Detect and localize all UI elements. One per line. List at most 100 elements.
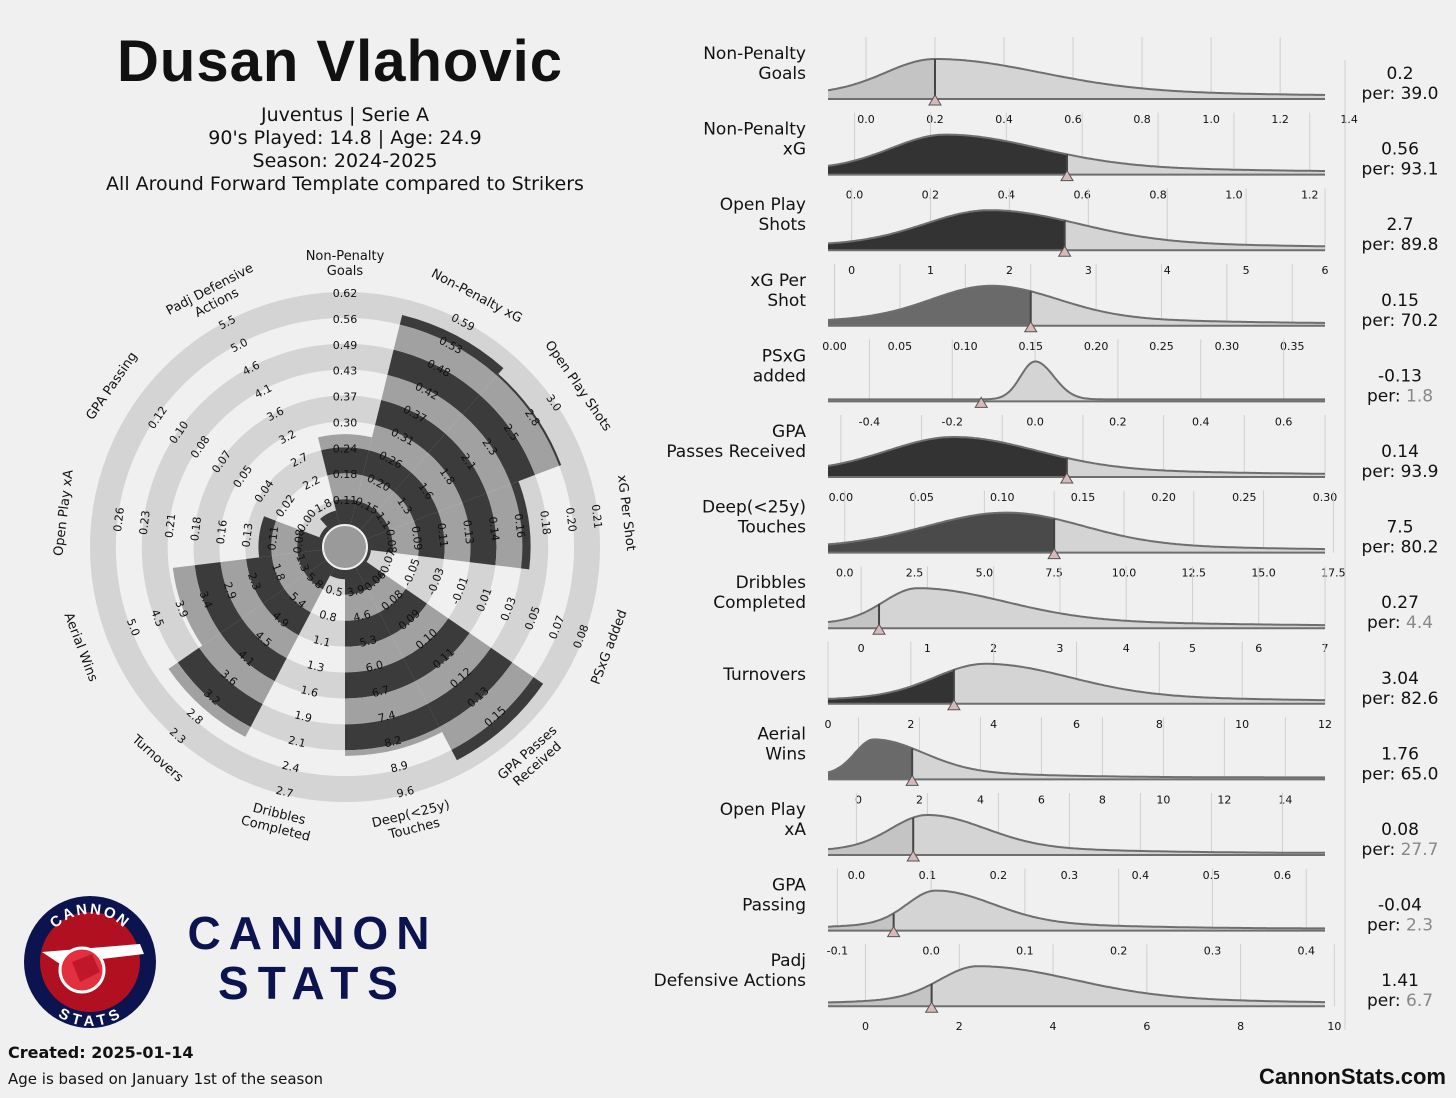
- radar-wedge-band: [415, 633, 491, 705]
- radar-tick-label: 0.5: [324, 583, 344, 600]
- radar-metric-label: Aerial Wins: [61, 611, 101, 684]
- radar-tick-label: 1.1: [312, 633, 332, 650]
- radar-wedge-band: [375, 399, 446, 454]
- radar-tick-label: 5.0: [124, 617, 142, 638]
- percentile-prefix: per:: [1367, 613, 1406, 633]
- distribution-area: [828, 588, 1325, 629]
- radar-wedge-band: [350, 500, 377, 531]
- distribution-tick-label: 0.05: [909, 491, 934, 504]
- radar-wedge-band: [284, 574, 323, 613]
- distribution-tick-label: 0.0: [836, 567, 854, 580]
- distribution-shaded-area: [828, 984, 932, 1007]
- distribution-tick-label: -0.2: [942, 415, 963, 428]
- radar-wedge-band: [345, 566, 368, 595]
- radar-wedge-band: [428, 433, 487, 503]
- distribution-row-label: GPA: [772, 422, 806, 442]
- percentile-prefix: per:: [1362, 84, 1401, 104]
- distribution-value: -0.04: [1378, 896, 1422, 916]
- distribution-tick-label: 8: [1099, 793, 1106, 806]
- distribution-tick-label: 0.6: [1274, 869, 1292, 882]
- radar-wedge-band: [327, 473, 363, 501]
- distribution-tick-label: 0.3: [1061, 869, 1079, 882]
- distribution-curve: [827, 662, 1325, 702]
- distribution-curve: [827, 738, 1325, 779]
- radar-tick-label: 0.26: [111, 507, 127, 533]
- radar-wedge-band: [403, 618, 470, 682]
- radar-tick-label: 0.8: [318, 608, 338, 625]
- distribution-tick-label: 10: [1235, 718, 1249, 731]
- distribution-tick-label: 0.35: [1280, 340, 1305, 353]
- distribution-row-label: xG: [783, 140, 806, 160]
- distribution-area: [828, 739, 1325, 780]
- radar-wedge-band: [363, 549, 372, 562]
- radar-wedge: [359, 373, 562, 540]
- radar-tick-label: 6.7: [371, 683, 391, 700]
- percentile-prefix: per:: [1362, 462, 1401, 482]
- distribution-tick-label: 0.25: [1232, 491, 1257, 504]
- radar-wedge: [258, 516, 325, 558]
- distribution-area: [828, 59, 1325, 99]
- radar-wedge-band: [321, 447, 369, 476]
- radar-wedge-band: [317, 434, 373, 451]
- radar-wedge-band: [479, 375, 560, 475]
- distribution-tick-label: 0.20: [1084, 340, 1109, 353]
- radar-metric-label: Open Play xA: [51, 469, 76, 557]
- radar-wedge: [363, 549, 372, 562]
- distribution-tick-label: 0.8: [1149, 189, 1167, 202]
- distribution-tick-label: 4: [977, 793, 984, 806]
- player-marker-triangle: [1060, 169, 1074, 182]
- distribution-row-label: GPA: [772, 876, 806, 896]
- distribution-row-label: PSxG: [762, 346, 806, 366]
- radar-tick-label: 0.56: [333, 313, 358, 326]
- radar-tick-label: 0.16: [214, 519, 230, 545]
- distribution-row-label: Wins: [765, 744, 806, 764]
- cannon-map-icon: [72, 954, 100, 982]
- distribution-row-label: Padj: [771, 951, 806, 971]
- radar-wedge: [345, 566, 443, 756]
- distribution-tick-label: 0.3: [1204, 945, 1222, 958]
- player-name: Dusan Vlahovic: [117, 29, 563, 94]
- brand-line-2: STATS: [218, 957, 407, 1009]
- percentile-value: 65.0: [1401, 764, 1439, 784]
- radar-tick-label: 0.11: [435, 522, 451, 548]
- radar-wedge-band: [486, 484, 523, 569]
- percentile-prefix: per:: [1362, 538, 1401, 558]
- radar-metric-label: Deep(<25y)Touches: [371, 798, 452, 843]
- distribution-tick-label: 1.2: [1301, 189, 1319, 202]
- distribution-curve: [827, 436, 1325, 475]
- radar-tick-label: 8.9: [389, 759, 409, 776]
- radar-wedge-band: [510, 481, 531, 570]
- radar-wedge-band: [439, 662, 534, 750]
- distribution-tick-label: 0: [825, 718, 832, 731]
- distribution-tick-label: 17.5: [1321, 567, 1346, 580]
- radar-wedge-band: [393, 324, 497, 395]
- radar-tick-label: 9.6: [395, 784, 415, 801]
- distribution-tick-label: 6: [1143, 1020, 1150, 1033]
- distribution-tick-label: 1.4: [1340, 113, 1358, 126]
- percentile-value: 89.8: [1401, 235, 1439, 255]
- distribution-tick-label: 14: [1278, 793, 1292, 806]
- distribution-curve: [827, 209, 1325, 248]
- distribution-row: 0.00 0.05 0.10 0.15 0.20 0.25 0.30 0.35 xG PerSh…: [750, 263, 1438, 353]
- distribution-tick-label: 2: [956, 1020, 963, 1033]
- distribution-curve: [827, 58, 1326, 96]
- radar-metric-label-line: Goals: [327, 264, 364, 279]
- radar-tick-label: 0.14: [486, 516, 502, 542]
- distribution-tick-label: 0.2: [990, 869, 1008, 882]
- distribution-tick-label: 0.25: [1149, 340, 1174, 353]
- distribution-area: [828, 890, 1325, 931]
- distribution-percentile: per: 4.4: [1367, 613, 1433, 633]
- radar-wedge: [320, 510, 340, 531]
- radar-wedge-band: [172, 565, 221, 646]
- player-info: Juventus | Serie A 90's Played: 14.8 | A…: [30, 104, 660, 196]
- played-line: 90's Played: 14.8 | Age: 24.9: [208, 127, 482, 149]
- radar-wedge-band: [462, 493, 497, 566]
- distribution-row-label: xA: [784, 820, 806, 840]
- distribution-percentile: per: 27.7: [1362, 840, 1439, 860]
- radar-wedge-band: [389, 520, 419, 556]
- distribution-percentile: per: 1.8: [1367, 386, 1433, 406]
- distribution-row-label: added: [753, 366, 806, 386]
- distribution-tick-label: 6: [1255, 642, 1262, 655]
